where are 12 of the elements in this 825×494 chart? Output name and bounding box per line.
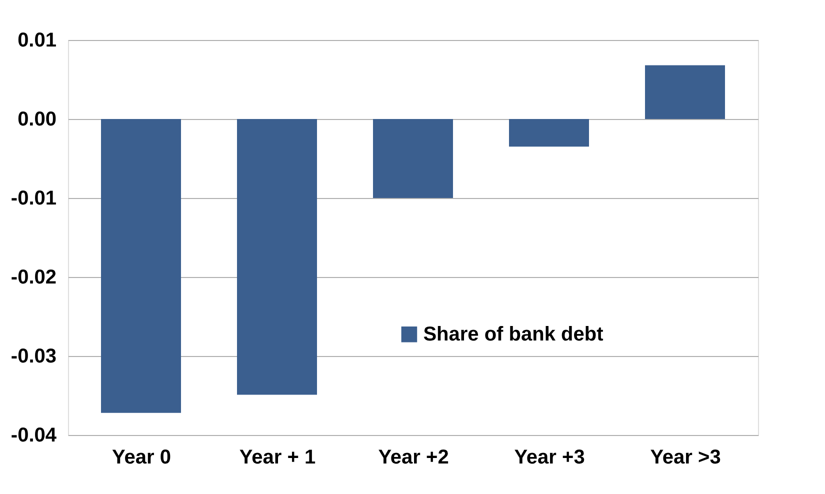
legend-label: Share of bank debt	[423, 323, 604, 346]
y-tick-label: -0.03	[10, 346, 56, 368]
y-tick-label: -0.02	[10, 266, 56, 288]
y-tick-label: 0.00	[18, 108, 56, 130]
x-tick-label: Year + 1	[239, 446, 316, 468]
x-tick-label: Year 0	[112, 446, 171, 468]
x-tick-label: Year +3	[514, 446, 585, 468]
y-tick-label: -0.01	[10, 188, 56, 210]
y-tick-label: 0.01	[18, 30, 56, 52]
x-tick-label: Year >3	[650, 446, 721, 468]
y-tick-label: -0.04	[10, 424, 58, 446]
x-tick-label: Year +2	[378, 446, 449, 468]
